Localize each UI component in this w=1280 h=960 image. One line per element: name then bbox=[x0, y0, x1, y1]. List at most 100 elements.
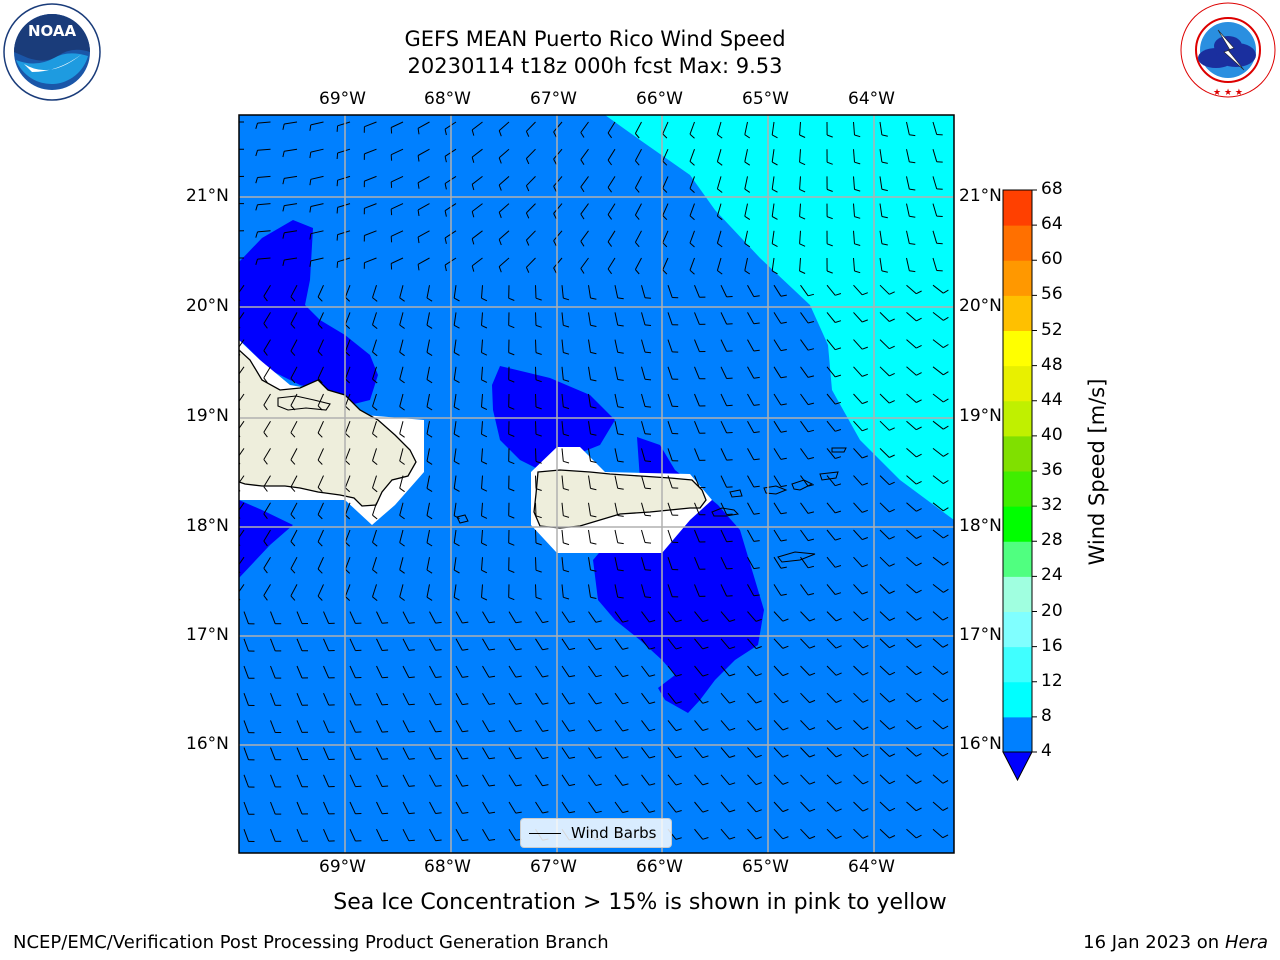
wind-barb-flag bbox=[881, 161, 888, 164]
wind-barb bbox=[932, 176, 938, 190]
wind-barb bbox=[800, 665, 810, 676]
wind-barb-flag bbox=[753, 458, 760, 461]
colorbar-segment bbox=[1003, 295, 1032, 331]
wind-barb-flag bbox=[563, 297, 570, 301]
wind-barb bbox=[580, 257, 589, 269]
wind-barb-flag bbox=[590, 596, 597, 599]
wind-barb-flag bbox=[263, 540, 268, 547]
wind-barb-flag bbox=[889, 807, 896, 812]
wind-barb-flag bbox=[771, 216, 778, 220]
wind-barb bbox=[344, 502, 351, 516]
wind-barb bbox=[399, 557, 404, 570]
wind-barb bbox=[747, 556, 755, 569]
wind-barb-flag bbox=[426, 379, 433, 384]
wind-barb bbox=[932, 611, 944, 621]
wind-barb-flag bbox=[317, 323, 323, 329]
wind-barb-flag bbox=[498, 157, 502, 164]
wind-barb bbox=[826, 611, 837, 622]
wind-barb bbox=[694, 421, 700, 434]
wind-barb bbox=[290, 339, 298, 352]
wind-barb-flag bbox=[282, 205, 285, 212]
wind-barb-flag bbox=[854, 134, 861, 138]
wind-barb-flag bbox=[889, 536, 895, 540]
colorbar-segment bbox=[1003, 365, 1032, 402]
wind-barb bbox=[344, 285, 351, 298]
wind-barb-flag bbox=[889, 753, 896, 757]
wind-barb bbox=[614, 421, 619, 435]
wind-barb bbox=[243, 747, 249, 760]
wind-barb bbox=[426, 475, 430, 489]
wind-barb bbox=[853, 720, 864, 730]
wind-barb bbox=[744, 203, 748, 217]
wind-barb bbox=[535, 285, 537, 299]
wind-barb bbox=[417, 203, 430, 211]
wind-barb-flag bbox=[635, 241, 640, 248]
wind-barb-flag bbox=[702, 619, 709, 623]
wind-barb-flag bbox=[780, 430, 787, 433]
wind-barb-flag bbox=[889, 372, 895, 377]
wind-barb-flag bbox=[809, 699, 816, 704]
wind-barb-flag bbox=[835, 374, 842, 378]
lon-label-top: 66°W bbox=[636, 89, 683, 109]
wind-barb-flag bbox=[916, 535, 922, 539]
wind-barb bbox=[376, 774, 383, 787]
wind-barb-flag bbox=[563, 515, 570, 518]
colorbar-tick-label: 20 bbox=[1041, 600, 1063, 621]
wind-barb-flag bbox=[753, 322, 760, 325]
wind-barb bbox=[344, 557, 351, 570]
wind-barb-flag bbox=[525, 212, 530, 219]
wind-barb bbox=[906, 611, 917, 621]
wind-barb-flag bbox=[826, 134, 833, 138]
wind-barb bbox=[290, 312, 298, 325]
wind-barb-flag bbox=[462, 676, 469, 678]
wind-barb bbox=[773, 312, 782, 324]
wind-barb bbox=[296, 774, 303, 787]
wind-barb bbox=[337, 175, 351, 181]
wind-barb bbox=[906, 312, 917, 322]
wind-barb-flag bbox=[942, 752, 949, 757]
wind-barb-flag bbox=[755, 618, 762, 622]
wind-barb-flag bbox=[943, 588, 949, 593]
wind-barb-flag bbox=[435, 757, 442, 760]
wind-barb bbox=[879, 502, 890, 513]
wind-barb bbox=[471, 203, 483, 212]
nws-logo: ★ ★ ★ bbox=[1180, 2, 1276, 98]
wind-barb-flag bbox=[915, 725, 922, 730]
wind-barb bbox=[482, 611, 490, 624]
wind-barb bbox=[344, 584, 351, 597]
wind-barb bbox=[588, 584, 591, 598]
wind-barb-flag bbox=[290, 377, 296, 384]
wind-barb bbox=[853, 801, 864, 812]
wind-barb bbox=[290, 366, 298, 379]
wind-barb-flag bbox=[780, 376, 787, 379]
wind-barb-flag bbox=[809, 645, 816, 649]
lat-label-left: 17°N bbox=[186, 625, 229, 645]
lat-label-right: 20°N bbox=[959, 296, 1002, 316]
wind-barb-flag bbox=[563, 379, 570, 382]
wind-barb bbox=[337, 203, 351, 208]
wind-barb-flag bbox=[590, 406, 597, 409]
wind-barb-flag bbox=[807, 593, 815, 596]
wind-barb bbox=[390, 230, 404, 237]
wind-barb bbox=[323, 638, 330, 651]
wind-barb bbox=[263, 312, 271, 324]
wind-barb-flag bbox=[622, 620, 629, 623]
wind-barb bbox=[744, 176, 748, 190]
wind-barb-flag bbox=[799, 161, 806, 166]
wind-barb bbox=[689, 176, 695, 189]
wind-barb bbox=[508, 638, 517, 651]
wind-barb-flag bbox=[399, 433, 405, 438]
wind-barb bbox=[906, 339, 917, 349]
wind-barb-flag bbox=[799, 270, 806, 274]
wind-barb bbox=[390, 121, 404, 128]
wind-barb-flag bbox=[498, 239, 502, 246]
wind-barb bbox=[390, 148, 404, 156]
wind-barb bbox=[535, 529, 537, 544]
wind-barb bbox=[349, 747, 356, 760]
wind-barb bbox=[455, 828, 463, 841]
wind-barb bbox=[853, 475, 863, 486]
wind-barb bbox=[482, 774, 490, 787]
wind-barb-flag bbox=[408, 622, 415, 624]
wind-barb bbox=[641, 475, 646, 489]
wind-barb bbox=[721, 856, 729, 866]
